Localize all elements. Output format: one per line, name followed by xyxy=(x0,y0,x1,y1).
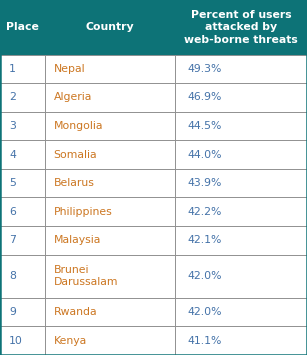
Bar xyxy=(45,0,175,55)
Bar xyxy=(175,112,307,140)
Bar xyxy=(175,255,307,298)
Bar xyxy=(0,298,45,326)
Bar xyxy=(45,55,175,83)
Bar xyxy=(175,326,307,355)
Bar xyxy=(45,83,175,112)
Text: 5: 5 xyxy=(9,178,16,188)
Text: Place: Place xyxy=(6,22,39,32)
Bar xyxy=(45,298,175,326)
Text: Rwanda: Rwanda xyxy=(54,307,97,317)
Text: Country: Country xyxy=(85,22,134,32)
Text: 9: 9 xyxy=(9,307,16,317)
Bar xyxy=(45,112,175,140)
Text: Percent of users
attacked by
web-borne threats: Percent of users attacked by web-borne t… xyxy=(184,10,298,45)
Bar xyxy=(45,169,175,197)
Text: 44.0%: 44.0% xyxy=(187,149,222,159)
Text: Brunei
Darussalam: Brunei Darussalam xyxy=(54,265,118,288)
Text: 42.2%: 42.2% xyxy=(187,207,222,217)
Bar xyxy=(175,55,307,83)
Text: 2: 2 xyxy=(9,92,16,102)
Text: Somalia: Somalia xyxy=(54,149,97,159)
Bar xyxy=(0,255,45,298)
Bar xyxy=(0,197,45,226)
Text: 49.3%: 49.3% xyxy=(187,64,222,74)
Text: 3: 3 xyxy=(9,121,16,131)
Bar xyxy=(175,0,307,55)
Bar xyxy=(0,140,45,169)
Bar xyxy=(0,226,45,255)
Text: 41.1%: 41.1% xyxy=(187,336,222,346)
Text: 42.0%: 42.0% xyxy=(187,307,222,317)
Bar xyxy=(45,255,175,298)
Text: Philippines: Philippines xyxy=(54,207,112,217)
Text: Nepal: Nepal xyxy=(54,64,85,74)
Bar xyxy=(175,140,307,169)
Bar xyxy=(45,197,175,226)
Bar xyxy=(175,197,307,226)
Text: 8: 8 xyxy=(9,271,16,281)
Bar xyxy=(175,298,307,326)
Bar xyxy=(45,326,175,355)
Text: 44.5%: 44.5% xyxy=(187,121,222,131)
Text: 6: 6 xyxy=(9,207,16,217)
Text: Belarus: Belarus xyxy=(54,178,95,188)
Text: 4: 4 xyxy=(9,149,16,159)
Bar xyxy=(45,140,175,169)
Text: Mongolia: Mongolia xyxy=(54,121,103,131)
Bar xyxy=(0,326,45,355)
Text: 10: 10 xyxy=(9,336,23,346)
Text: 43.9%: 43.9% xyxy=(187,178,222,188)
Bar xyxy=(175,83,307,112)
Text: Algeria: Algeria xyxy=(54,92,92,102)
Text: 1: 1 xyxy=(9,64,16,74)
Bar xyxy=(175,169,307,197)
Bar xyxy=(0,0,45,55)
Bar xyxy=(175,226,307,255)
Bar xyxy=(0,112,45,140)
Text: Malaysia: Malaysia xyxy=(54,235,101,245)
Bar xyxy=(0,55,45,83)
Text: Kenya: Kenya xyxy=(54,336,87,346)
Bar xyxy=(45,226,175,255)
Bar xyxy=(0,169,45,197)
Bar xyxy=(0,83,45,112)
Text: 42.0%: 42.0% xyxy=(187,271,222,281)
Text: 42.1%: 42.1% xyxy=(187,235,222,245)
Text: 46.9%: 46.9% xyxy=(187,92,222,102)
Text: 7: 7 xyxy=(9,235,16,245)
